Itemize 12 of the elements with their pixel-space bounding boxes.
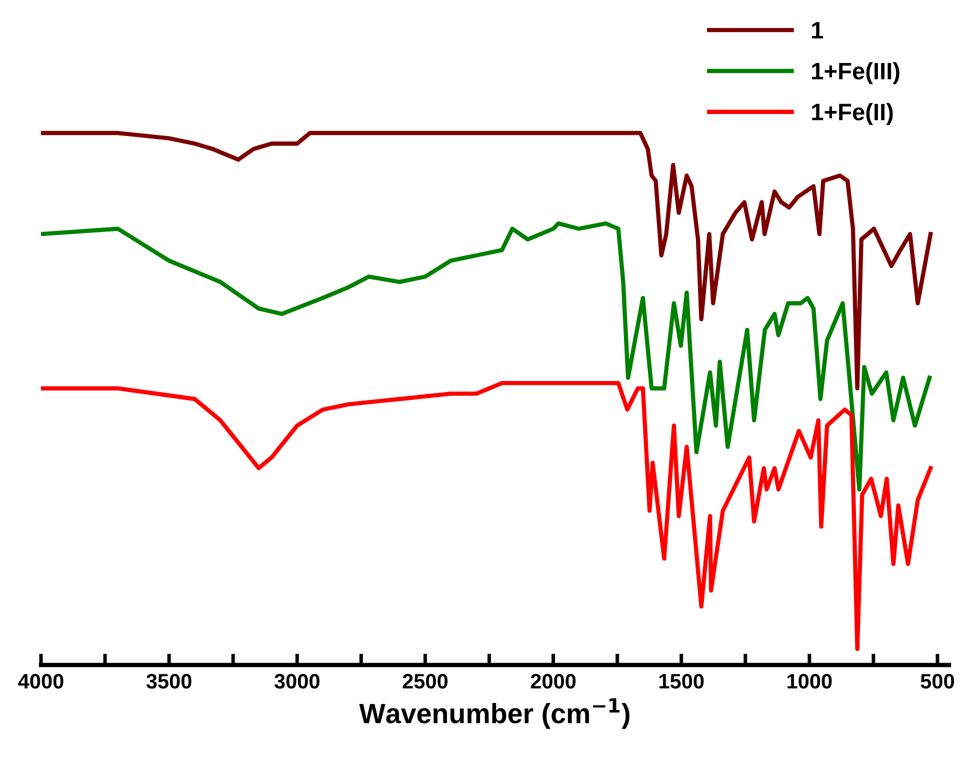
x-tick-label: 4000 — [18, 674, 64, 689]
x-tick-label: 2500 — [402, 674, 448, 689]
x-tick-label: 3000 — [274, 674, 320, 689]
x-tick-label: 2000 — [530, 674, 576, 689]
x-tick-label: 1000 — [788, 674, 832, 689]
x-tick-label: 500 — [920, 674, 954, 689]
legend-label: 1+Fe(III) — [812, 62, 900, 84]
x-tick-label: 1500 — [659, 674, 704, 689]
legend-label: 1 — [812, 22, 824, 38]
x-tick-label: 3500 — [146, 674, 192, 689]
x-axis-title: Wavenumber (cm$^{−1}$) — [359, 698, 630, 729]
legend-label: 1+Fe(II) — [812, 103, 893, 126]
